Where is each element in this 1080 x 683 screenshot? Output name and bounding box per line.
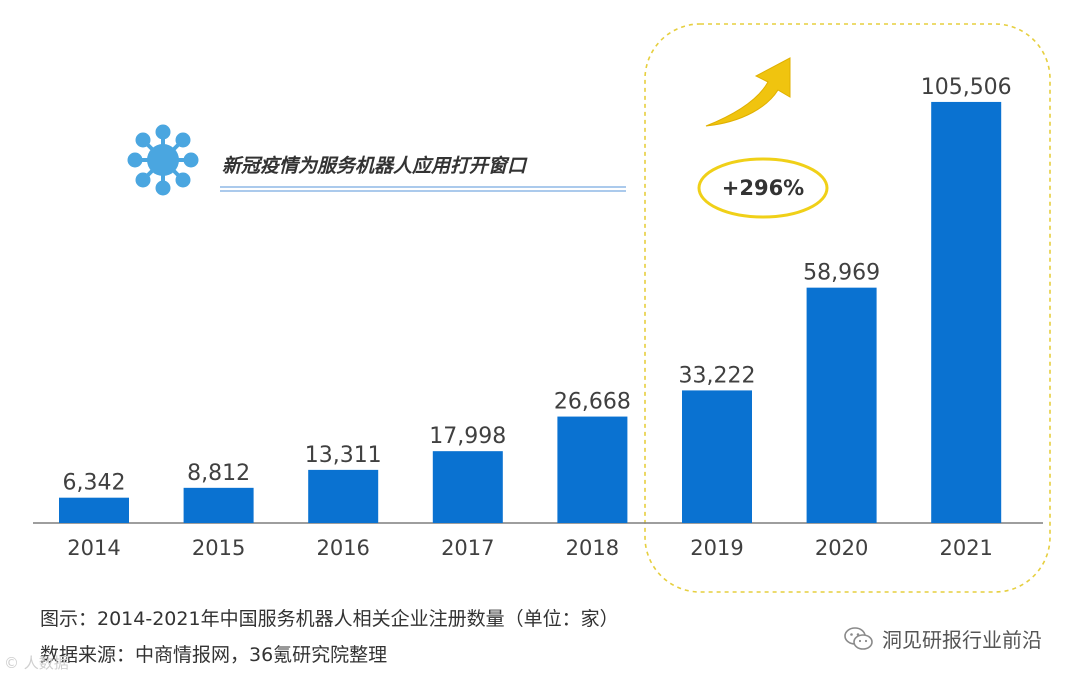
figure-caption: 图示：2014-2021年中国服务机器人相关企业注册数量（单位：家）: [40, 608, 619, 630]
bar-2021: [931, 101, 1002, 523]
x-tick-2021: 2021: [939, 536, 992, 560]
watermark-text: 洞见研报行业前沿: [882, 628, 1042, 652]
value-label-2017: 17,998: [429, 424, 506, 449]
highlight-box: [644, 23, 1051, 593]
growth-arrow-icon: [705, 57, 791, 127]
bar-2014: [59, 497, 129, 523]
corner-watermark: © 人数据: [4, 654, 69, 672]
value-label-2014: 6,342: [63, 471, 126, 496]
bar-chart: +296% 新冠疫情为服务机器人应用打开窗口 6,342 2014 8,812 201…: [33, 23, 1051, 593]
bar-series: 6,342 2014 8,812 2015 13,311 2016 17,998 2017 26…: [59, 75, 1012, 560]
value-label-2015: 8,812: [187, 461, 250, 486]
bar-2015: [183, 487, 254, 523]
data-source: 数据来源：中商情报网，36氪研究院整理: [40, 644, 388, 666]
value-label-2016: 13,311: [305, 443, 382, 468]
x-tick-2014: 2014: [67, 536, 120, 560]
x-tick-2016: 2016: [316, 536, 369, 560]
bar-2019: [682, 390, 752, 523]
x-tick-2020: 2020: [815, 536, 868, 560]
growth-label: +296%: [722, 176, 804, 200]
value-label-2018: 26,668: [554, 390, 631, 415]
x-tick-2015: 2015: [192, 536, 245, 560]
value-label-2020: 58,969: [803, 261, 880, 286]
value-label-2019: 33,222: [679, 363, 756, 388]
bar-2016: [308, 469, 379, 523]
x-tick-2018: 2018: [566, 536, 619, 560]
bar-2018: [557, 416, 628, 523]
bar-2017: [432, 451, 503, 523]
wechat-icon: [844, 626, 873, 650]
bar-2020: [806, 287, 877, 523]
growth-ellipse: [697, 157, 829, 219]
virus-icon: [127, 124, 199, 196]
x-tick-2017: 2017: [441, 536, 494, 560]
value-label-2021: 105,506: [921, 75, 1012, 100]
callout-text: 新冠疫情为服务机器人应用打开窗口: [222, 155, 528, 177]
x-tick-2019: 2019: [690, 536, 743, 560]
watermark: 洞见研报行业前沿: [844, 624, 1042, 653]
